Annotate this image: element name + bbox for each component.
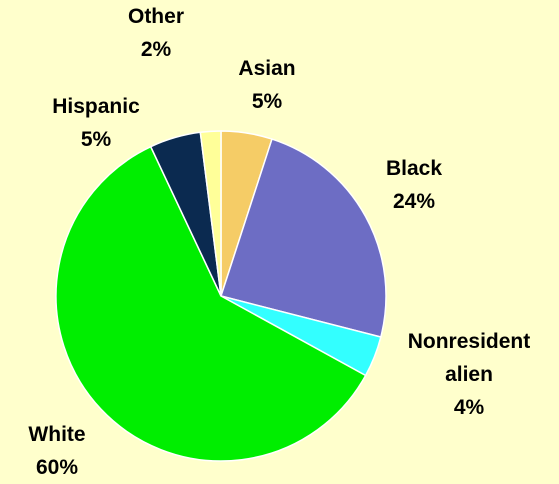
label-text-asian: Asian <box>238 57 295 80</box>
label-white: White 60% <box>28 423 85 479</box>
label-value-nonresident-alien: 4% <box>454 396 485 419</box>
label-value-asian: 5% <box>252 90 283 113</box>
label-text-black: Black <box>386 157 442 180</box>
label-other: Other 2% <box>128 5 184 61</box>
label-value-other: 2% <box>141 38 172 61</box>
labels-group: Asian 5% Black 24% Nonresident alien 4% White 60… <box>28 5 530 479</box>
label-text-hispanic: Hispanic <box>52 95 140 118</box>
label-text-nonresident-alien: alien <box>445 363 493 386</box>
slice-black <box>220 138 387 338</box>
label-black: Black 24% <box>386 157 442 213</box>
label-value-black: 24% <box>393 190 435 213</box>
label-asian: Asian 5% <box>238 57 295 113</box>
label-text-nonresident-alien: Nonresident <box>408 330 531 353</box>
label-text-other: Other <box>128 5 184 28</box>
label-value-white: 60% <box>36 456 78 479</box>
slice-white <box>55 145 367 462</box>
label-text-white: White <box>28 423 85 446</box>
slices-group <box>55 130 387 462</box>
label-nonresident-alien: Nonresident alien 4% <box>408 330 531 419</box>
slice-other <box>199 130 222 297</box>
label-hispanic: Hispanic 5% <box>52 95 140 151</box>
label-value-hispanic: 5% <box>81 128 112 151</box>
